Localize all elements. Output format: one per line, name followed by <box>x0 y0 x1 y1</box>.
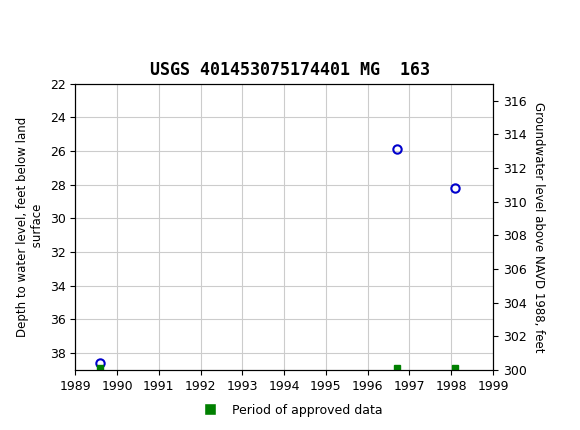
Text: USGS 401453075174401 MG  163: USGS 401453075174401 MG 163 <box>150 61 430 79</box>
Legend: Period of approved data: Period of approved data <box>192 399 388 421</box>
Y-axis label: Depth to water level, feet below land
 surface: Depth to water level, feet below land su… <box>16 117 44 337</box>
Text: ≡USGS: ≡USGS <box>17 17 72 35</box>
Y-axis label: Groundwater level above NAVD 1988, feet: Groundwater level above NAVD 1988, feet <box>532 101 545 352</box>
